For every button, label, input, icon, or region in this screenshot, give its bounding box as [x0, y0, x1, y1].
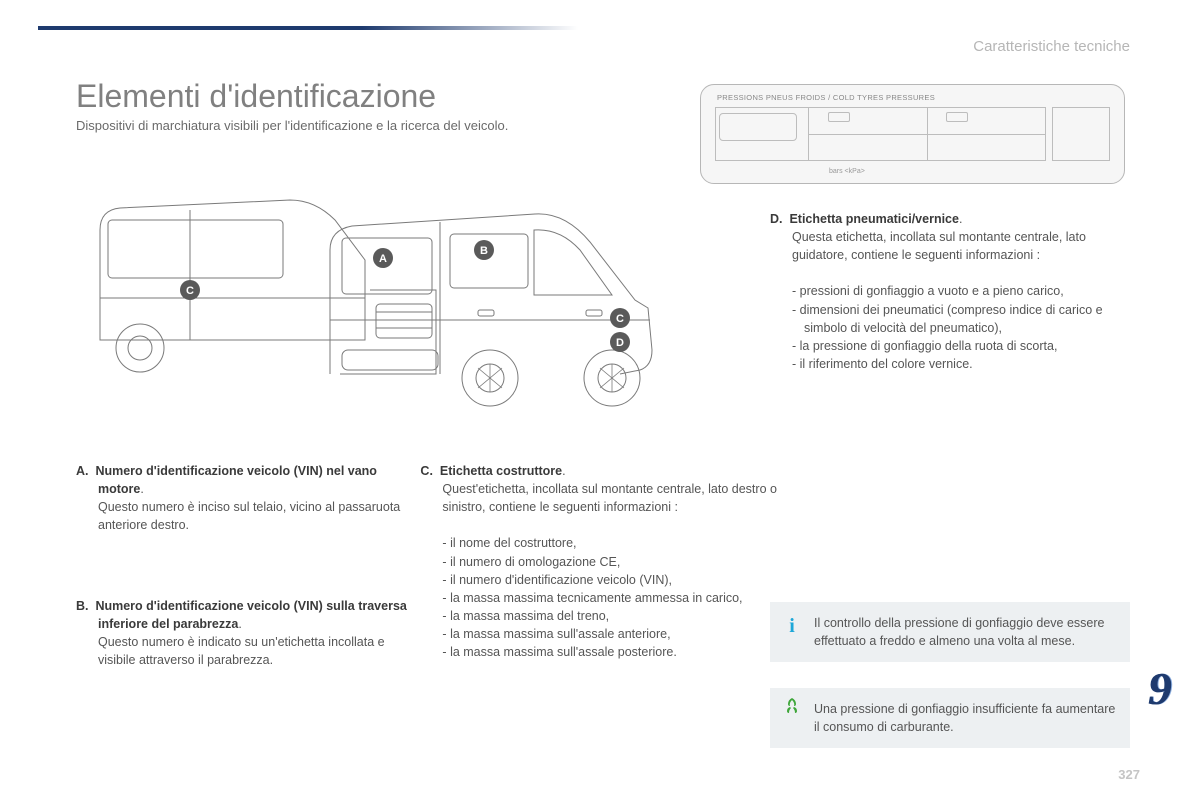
bullet: la massa massima sull'assale anteriore, — [442, 625, 778, 643]
bullet: la massa massima del treno, — [442, 607, 778, 625]
item-a-body: Questo numero è inciso sul telaio, vicin… — [98, 498, 410, 534]
bullet: il riferimento del colore vernice. — [792, 355, 1130, 373]
info-box-pressure-check: i Il controllo della pressione di gonfia… — [770, 602, 1130, 662]
item-c-bullets: il nome del costruttore, il numero di om… — [442, 534, 778, 661]
tyre-label-units: bars <kPa> — [829, 168, 865, 175]
info-icon: i — [782, 612, 802, 632]
item-b-letter: B. — [76, 599, 89, 613]
item-d-body: Questa etichetta, incollata sul montante… — [792, 228, 1130, 264]
page-title: Elementi d'identificazione — [76, 78, 436, 115]
tyre-pressure-label-diagram: PRESSIONS PNEUS FROIDS / COLD TYRES PRES… — [700, 84, 1125, 184]
header-accent-bar — [38, 26, 578, 30]
vehicle-diagram: A B C C D — [80, 150, 670, 410]
eco-icon — [782, 696, 802, 716]
item-a-title: Numero d'identificazione veicolo (VIN) n… — [95, 464, 377, 496]
marker-b: B — [480, 245, 488, 257]
bullet: il numero di omologazione CE, — [442, 553, 778, 571]
item-d-title: Etichetta pneumatici/vernice — [789, 212, 959, 226]
bullet: pressioni di gonfiaggio a vuoto e a pien… — [792, 282, 1130, 300]
info-text-1: Il controllo della pressione di gonfiagg… — [814, 616, 1104, 648]
bullet: il nome del costruttore, — [442, 534, 778, 552]
marker-c-front: C — [616, 313, 624, 325]
item-c-title: Etichetta costruttore — [440, 464, 562, 478]
column-middle: C. Etichetta costruttore. Quest'etichett… — [420, 462, 778, 687]
item-d: D. Etichetta pneumatici/vernice. Questa … — [770, 210, 1130, 373]
bullet: la pressione di gonfiaggio della ruota d… — [792, 337, 1130, 355]
bullet: il numero d'identificazione veicolo (VIN… — [442, 571, 778, 589]
item-c-body: Quest'etichetta, incollata sul montante … — [442, 480, 778, 516]
section-header: Caratteristiche tecniche — [973, 38, 1130, 55]
chapter-number: 9 — [1149, 662, 1172, 715]
item-a-letter: A. — [76, 464, 89, 478]
bullet: dimensioni dei pneumatici (compreso indi… — [792, 301, 1130, 337]
item-c-letter: C. — [420, 464, 433, 478]
tyre-label-header: PRESSIONS PNEUS FROIDS / COLD TYRES PRES… — [709, 91, 1116, 102]
page-number: 327 — [1118, 767, 1140, 782]
info-text-2: Una pressione di gonfiaggio insufficient… — [814, 702, 1115, 734]
item-a: A. Numero d'identificazione veicolo (VIN… — [98, 462, 410, 535]
info-box-eco: Una pressione di gonfiaggio insufficient… — [770, 688, 1130, 748]
item-c: C. Etichetta costruttore. Quest'etichett… — [442, 462, 778, 516]
item-b: B. Numero d'identificazione veicolo (VIN… — [98, 597, 410, 670]
marker-d: D — [616, 337, 624, 349]
bullet: la massa massima sull'assale posteriore. — [442, 643, 778, 661]
marker-c-rear: C — [186, 285, 194, 297]
page-subtitle: Dispositivi di marchiatura visibili per … — [76, 118, 508, 133]
column-left: A. Numero d'identificazione veicolo (VIN… — [76, 462, 410, 687]
item-b-title: Numero d'identificazione veicolo (VIN) s… — [95, 599, 406, 631]
item-d-letter: D. — [770, 212, 783, 226]
item-d-bullets: pressioni di gonfiaggio a vuoto e a pien… — [792, 282, 1130, 373]
bullet: la massa massima tecnicamente ammessa in… — [442, 589, 778, 607]
item-b-body: Questo numero è indicato su un'etichetta… — [98, 633, 410, 669]
marker-a: A — [379, 253, 387, 265]
